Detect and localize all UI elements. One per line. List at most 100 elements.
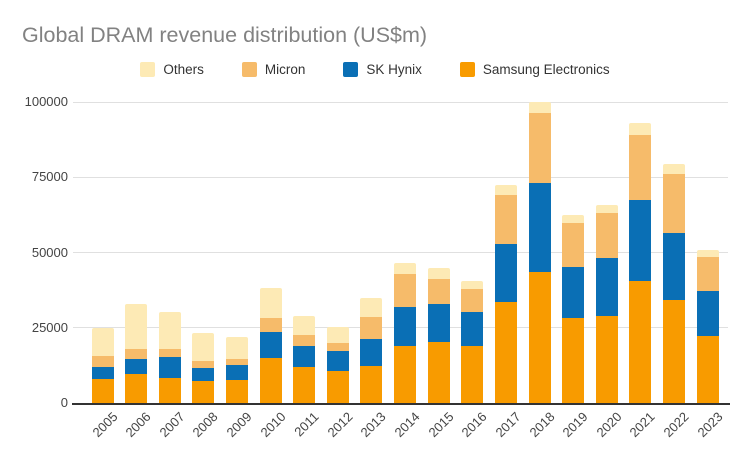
bar-segment-samsung-electronics-2010[interactable] — [259, 358, 282, 403]
bar-segment-micron-2019[interactable] — [562, 223, 585, 267]
bar-segment-micron-2015[interactable] — [427, 279, 450, 305]
bar-segment-samsung-electronics-2022[interactable] — [663, 299, 686, 403]
bar-segment-sk-hynix-2020[interactable] — [595, 258, 618, 316]
x-axis-label: 2007 — [156, 409, 188, 441]
bar-segment-samsung-electronics-2007[interactable] — [158, 378, 181, 403]
bar-segment-micron-2013[interactable] — [360, 316, 383, 339]
legend-item-others: Others — [140, 62, 204, 77]
bar-segment-samsung-electronics-2006[interactable] — [125, 374, 148, 403]
x-axis-line — [72, 403, 730, 405]
bar-segment-sk-hynix-2009[interactable] — [225, 364, 248, 381]
legend-label-micron: Micron — [264, 62, 306, 77]
bar-segment-micron-2014[interactable] — [394, 273, 417, 307]
gridline — [73, 252, 728, 253]
x-axis-label: 2020 — [593, 409, 625, 441]
bar-segment-samsung-electronics-2009[interactable] — [225, 380, 248, 403]
bar-segment-samsung-electronics-2023[interactable] — [696, 336, 719, 403]
bar-segment-sk-hynix-2005[interactable] — [91, 366, 114, 379]
bar-segment-micron-2017[interactable] — [494, 195, 517, 245]
bar-segment-sk-hynix-2022[interactable] — [663, 232, 686, 300]
bar-segment-others-2017[interactable] — [494, 185, 517, 196]
bar-segment-micron-2022[interactable] — [663, 173, 686, 233]
bar-segment-micron-2010[interactable] — [259, 317, 282, 332]
bar-segment-others-2023[interactable] — [696, 250, 719, 258]
bar-segment-micron-2020[interactable] — [595, 213, 618, 259]
bar-segment-samsung-electronics-2005[interactable] — [91, 378, 114, 403]
y-axis-label: 25000 — [31, 319, 68, 335]
legend-item-micron: Micron — [241, 62, 306, 77]
bar-segment-sk-hynix-2018[interactable] — [528, 182, 551, 273]
bar-segment-samsung-electronics-2019[interactable] — [562, 318, 585, 403]
bar-segment-samsung-electronics-2012[interactable] — [326, 370, 349, 403]
bar-segment-micron-2018[interactable] — [528, 113, 551, 183]
bar-segment-micron-2005[interactable] — [91, 356, 114, 367]
bar-segment-samsung-electronics-2011[interactable] — [293, 366, 316, 403]
bar-segment-samsung-electronics-2017[interactable] — [494, 302, 517, 403]
bar-segment-others-2018[interactable] — [528, 102, 551, 114]
bar-segment-samsung-electronics-2018[interactable] — [528, 272, 551, 403]
legend-item-samsung-electronics: Samsung Electronics — [459, 62, 610, 77]
bar-segment-others-2014[interactable] — [394, 263, 417, 274]
bar-segment-micron-2012[interactable] — [326, 343, 349, 351]
bar-segment-sk-hynix-2023[interactable] — [696, 291, 719, 337]
bar-segment-micron-2016[interactable] — [461, 289, 484, 312]
x-axis-label: 2022 — [660, 409, 692, 441]
bar-segment-others-2011[interactable] — [293, 315, 316, 335]
bar-segment-micron-2006[interactable] — [125, 349, 148, 359]
bar-segment-sk-hynix-2008[interactable] — [192, 367, 215, 381]
bar-segment-micron-2007[interactable] — [158, 349, 181, 357]
legend-swatch-others — [140, 62, 156, 77]
bar-segment-others-2012[interactable] — [326, 326, 349, 344]
bar-segment-micron-2021[interactable] — [629, 134, 652, 200]
bar-segment-sk-hynix-2012[interactable] — [326, 350, 349, 371]
bar-segment-others-2019[interactable] — [562, 214, 585, 224]
bar-segment-sk-hynix-2007[interactable] — [158, 356, 181, 379]
bar-segment-micron-2009[interactable] — [225, 358, 248, 365]
bar-segment-sk-hynix-2017[interactable] — [494, 244, 517, 303]
bar-segment-samsung-electronics-2008[interactable] — [192, 380, 215, 403]
bar-segment-sk-hynix-2014[interactable] — [394, 307, 417, 347]
x-axis-label: 2012 — [324, 409, 356, 441]
bar-segment-others-2013[interactable] — [360, 298, 383, 317]
legend: Others Micron SK Hynix Samsung Electroni… — [0, 62, 750, 77]
legend-item-sk-hynix: SK Hynix — [343, 62, 422, 77]
bar-segment-sk-hynix-2016[interactable] — [461, 311, 484, 346]
bar-segment-sk-hynix-2019[interactable] — [562, 266, 585, 319]
bar-segment-sk-hynix-2013[interactable] — [360, 338, 383, 366]
bar-segment-samsung-electronics-2016[interactable] — [461, 345, 484, 403]
bar-segment-micron-2008[interactable] — [192, 361, 215, 368]
bar-segment-sk-hynix-2011[interactable] — [293, 345, 316, 367]
bar-segment-sk-hynix-2010[interactable] — [259, 331, 282, 359]
y-axis-label: 100000 — [24, 94, 68, 109]
bar-segment-samsung-electronics-2013[interactable] — [360, 365, 383, 403]
y-axis-label: 75000 — [31, 169, 68, 185]
x-axis-label: 2011 — [291, 409, 322, 440]
bar-segment-others-2006[interactable] — [125, 303, 148, 350]
x-axis-label: 2009 — [223, 409, 255, 441]
bar-segment-micron-2011[interactable] — [293, 334, 316, 346]
bar-segment-sk-hynix-2021[interactable] — [629, 199, 652, 281]
bar-segment-others-2007[interactable] — [158, 312, 181, 350]
x-axis-label: 2006 — [122, 409, 154, 441]
bar-segment-others-2015[interactable] — [427, 267, 450, 279]
bar-segment-samsung-electronics-2014[interactable] — [394, 346, 417, 403]
bar-segment-others-2009[interactable] — [225, 337, 248, 359]
gridline — [73, 101, 728, 103]
bar-segment-sk-hynix-2015[interactable] — [427, 304, 450, 342]
x-axis-label: 2016 — [458, 409, 490, 441]
bar-segment-samsung-electronics-2020[interactable] — [595, 315, 618, 403]
bar-segment-sk-hynix-2006[interactable] — [125, 358, 148, 375]
bar-segment-samsung-electronics-2021[interactable] — [629, 280, 652, 403]
bar-segment-others-2022[interactable] — [663, 164, 686, 174]
bar-segment-others-2008[interactable] — [192, 333, 215, 362]
x-axis-label: 2010 — [257, 409, 289, 441]
x-axis-label: 2005 — [89, 409, 121, 441]
bar-segment-others-2005[interactable] — [91, 328, 114, 357]
bar-segment-samsung-electronics-2015[interactable] — [427, 341, 450, 403]
bar-segment-micron-2023[interactable] — [696, 257, 719, 292]
bar-segment-others-2021[interactable] — [629, 123, 652, 135]
bar-segment-others-2016[interactable] — [461, 280, 484, 290]
bar-segment-others-2020[interactable] — [595, 204, 618, 214]
bar-segment-others-2010[interactable] — [259, 287, 282, 318]
